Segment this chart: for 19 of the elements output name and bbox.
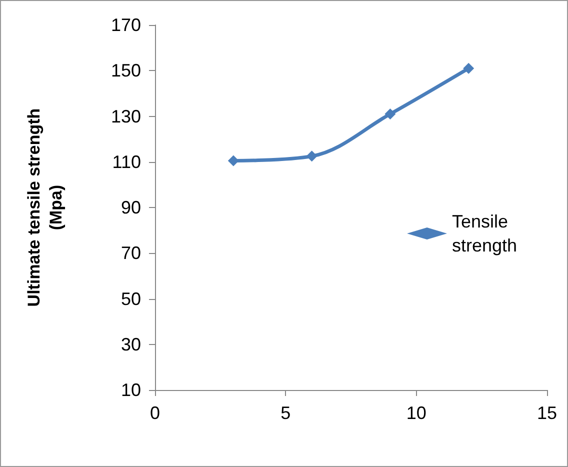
point [306,150,318,162]
y-tick-label: 50 [120,288,141,309]
y-tick-label: 110 [112,152,141,172]
y-tick-label: 150 [110,60,141,81]
point [384,108,396,120]
point [228,155,239,166]
y-tick-label: 30 [120,334,141,354]
y-tick-label: 90 [120,198,141,218]
x-tick-label: 0 [150,403,160,423]
y-tick-label: 10 [120,380,141,400]
point [463,62,474,74]
y-tick-label: 70 [120,243,141,264]
y-axis-title: Ultimate tensile strength (Mpa) [24,108,66,307]
legend-label: Tensile strength [452,212,518,256]
x-tick-label: 15 [536,403,558,423]
x-tick-label: 10 [406,403,426,423]
y-tick-label: 130 [110,106,141,126]
x-tick-label: 5 [280,403,291,423]
y-tick-label: 170 [110,15,141,35]
